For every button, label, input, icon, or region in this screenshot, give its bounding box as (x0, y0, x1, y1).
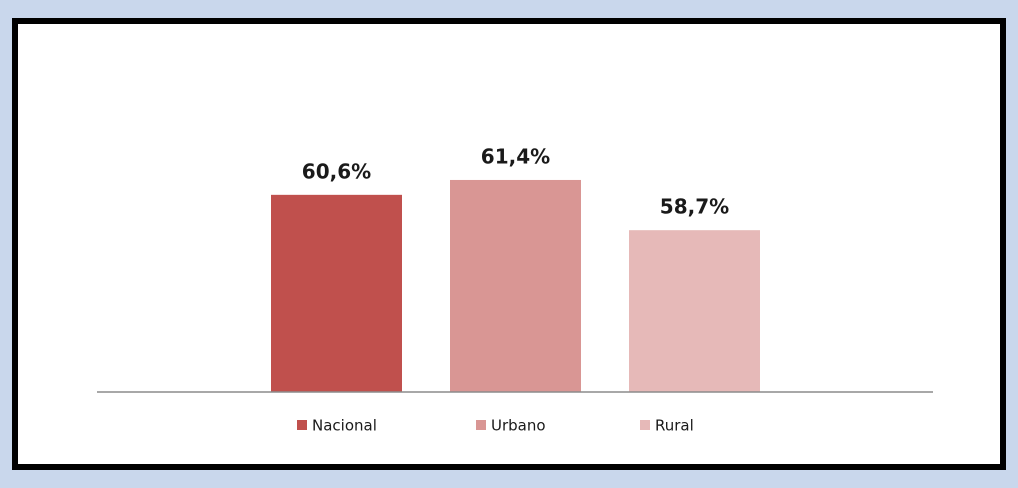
legend-label: Urbano (491, 417, 546, 435)
value-label: 60,6% (302, 159, 371, 183)
legend-swatch (640, 420, 650, 430)
bar (271, 194, 402, 392)
value-label: 58,7% (660, 195, 729, 219)
bar (450, 179, 581, 392)
bar (629, 230, 760, 392)
value-label: 61,4% (481, 144, 550, 168)
legend-swatch (476, 420, 486, 430)
legend-swatch (297, 420, 307, 430)
legend-label: Nacional (312, 417, 377, 435)
legend-label: Rural (655, 417, 694, 435)
